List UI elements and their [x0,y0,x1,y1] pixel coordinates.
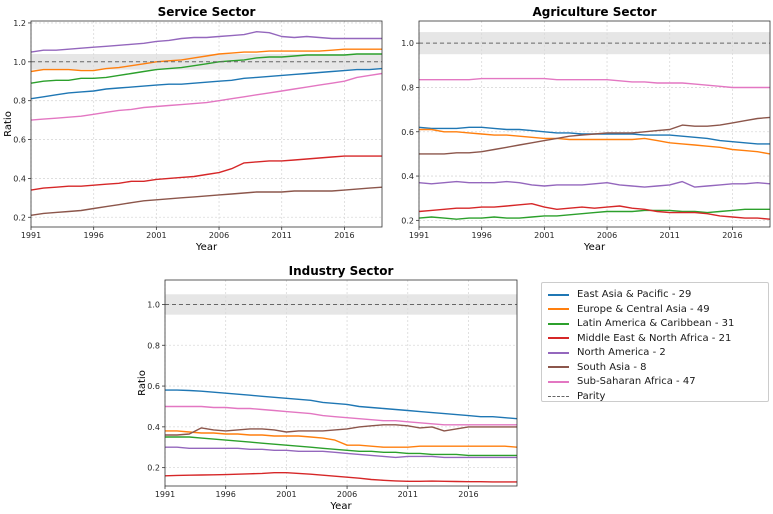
x-tick-label: 1996 [83,231,103,240]
series-line [30,155,382,191]
series-line [165,405,517,426]
x-tick-label: 2011 [398,490,418,499]
plot-frame [30,20,383,228]
x-tick-label: 2016 [334,231,354,240]
x-axis-label: Year [195,242,218,253]
legend-item: Europe & Central Asia - 49 [548,302,710,317]
series-line [418,180,771,188]
x-tick-label: 2006 [597,231,617,240]
x-tick-label: 1991 [155,490,175,499]
y-axis-label: Ratio [3,111,14,137]
legend-swatch-parity [548,395,569,397]
legend-swatch-latin-america [548,322,569,325]
series-line [165,424,517,436]
y-tick-label: 0.8 [13,97,26,106]
series-line [30,48,382,73]
series-line [418,208,770,220]
y-tick-label: 0.2 [401,216,414,225]
chart-title: Industry Sector [289,264,394,278]
x-tick-label: 1991 [409,231,429,240]
x-tick-label: 2006 [209,231,229,240]
y-tick-label: 0.6 [147,382,160,391]
legend-label: Europe & Central Asia - 49 [577,303,710,315]
y-tick-label: 1.2 [13,19,26,28]
legend-item: East Asia & Pacific - 29 [548,287,691,302]
legend-swatch-middle-east [548,337,569,339]
x-tick-label: 1991 [21,231,41,240]
x-tick-label: 1996 [471,231,491,240]
series-line [30,67,383,100]
series-line [30,72,383,121]
y-tick-label: 0.6 [401,128,414,137]
y-tick-label: 0.2 [147,464,160,473]
legend-item: South Asia - 8 [548,360,647,375]
y-tick-label: 1.0 [13,58,26,67]
legend-swatch-europe [548,308,569,310]
legend-item: North America - 2 [548,345,666,360]
legend-label: South Asia - 8 [577,361,647,373]
series-line [165,446,517,459]
legend: East Asia & Pacific - 29 Europe & Centra… [541,282,769,402]
legend-swatch-sub-saharan [548,380,569,383]
x-tick-label: 1996 [216,490,236,499]
x-tick-label: 2001 [534,231,554,240]
series-line [30,186,383,216]
chart-panel-0: 1991 1996 2001 2006 2011 2016 0.2 0.4 0.6 0.8 1.0 1… [3,5,383,253]
chart-panel-2: 1991 1996 2001 2006 2011 2016 0.2 0.4 0.6 0.8 1.0 I… [137,264,518,512]
series-line [30,31,382,53]
legend-label: Parity [577,390,606,402]
series-line [165,430,518,448]
y-tick-label: 0.4 [401,172,414,181]
x-tick-label: 2006 [337,490,357,499]
legend-swatch-north-america [548,351,569,354]
legend-label: Latin America & Caribbean - 31 [577,318,735,329]
chart-panel-1: 1991 1996 2001 2006 2011 2016 0.2 0.4 0.6 0.8 1.0 A… [401,5,771,253]
y-tick-label: 0.2 [13,213,26,222]
x-axis-label: Year [329,501,352,512]
x-tick-label: 2001 [276,490,296,499]
legend-item: Sub-Saharan Africa - 47 [548,374,696,389]
legend-label: East Asia & Pacific - 29 [577,289,692,300]
y-tick-label: 0.8 [401,83,414,92]
series-line [164,472,517,483]
series-line [418,202,771,220]
legend-swatch-east-asia [548,293,569,296]
x-axis-label: Year [583,242,606,253]
legend-item: Middle East & North Africa - 21 [548,331,731,346]
plot-frame [164,279,518,487]
legend-item: Latin America & Caribbean - 31 [548,316,734,331]
series-line [419,128,771,155]
plot-area [419,21,770,227]
y-tick-label: 0.4 [147,423,160,432]
y-tick-label: 1.0 [147,300,160,309]
legend-label: Sub-Saharan Africa - 47 [577,376,696,387]
x-tick-label: 2011 [272,231,292,240]
legend-label: North America - 2 [577,347,666,358]
y-tick-label: 0.8 [147,341,160,350]
plot-frame [418,20,771,228]
chart-title: Agriculture Sector [533,5,657,19]
x-tick-label: 2016 [458,490,478,499]
series-line [30,53,382,84]
y-axis-label: Ratio [137,370,148,396]
chart-title: Service Sector [158,5,256,19]
series-line [419,116,771,155]
legend-swatch-south-asia [548,366,569,368]
series-line [419,77,770,89]
x-tick-label: 2016 [722,231,742,240]
x-tick-label: 2011 [660,231,680,240]
legend-item: Parity [548,389,605,404]
y-tick-label: 1.0 [401,39,414,48]
y-tick-label: 0.4 [13,174,26,183]
x-tick-label: 2001 [146,231,166,240]
series-line [165,389,518,420]
series-line [165,436,517,457]
legend-label: Middle East & North Africa - 21 [577,332,732,344]
y-tick-label: 0.6 [13,136,26,145]
